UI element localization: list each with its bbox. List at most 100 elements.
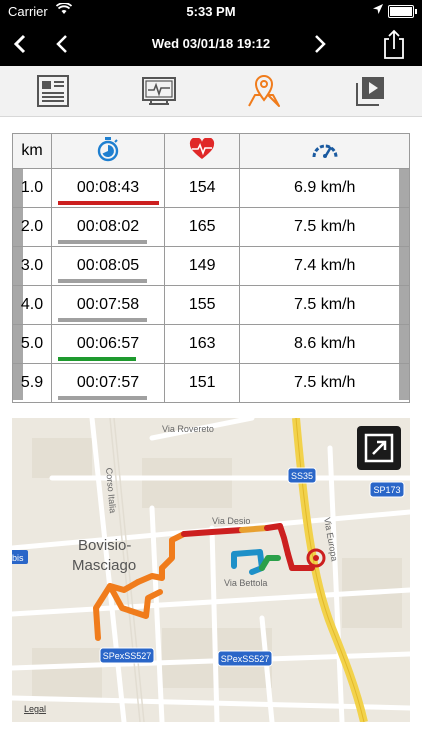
- lap-speed-cell: 7.4 km/h: [239, 246, 410, 286]
- tab-charts[interactable]: [141, 73, 177, 109]
- table-row[interactable]: 5.0 00:06:57 163 8.6 km/h: [12, 324, 410, 364]
- lap-km-cell: 3.0: [12, 246, 52, 286]
- lap-speed-cell-value: 7.4 km/h: [294, 257, 356, 274]
- lap-pace-bar: [58, 396, 147, 400]
- tab-bar: [0, 66, 422, 117]
- lap-pace-bar: [58, 357, 136, 361]
- lap-pace-bar: [58, 318, 147, 322]
- lap-km-cell: 2.0: [12, 207, 52, 247]
- chevron-left-icon: [13, 34, 26, 54]
- map-pin-icon: [248, 75, 280, 107]
- shield-spexss527-left: SPexSS527: [103, 651, 152, 661]
- route-map[interactable]: Via Rovereto Corso Italia Via Desio Via …: [12, 418, 410, 722]
- location-arrow-icon: [372, 3, 384, 18]
- lap-time-cell: 00:08:43: [51, 168, 165, 208]
- lap-heart-rate-cell: 149: [163, 246, 241, 286]
- map-label-bovisio: Bovisio-: [78, 537, 131, 554]
- tab-map[interactable]: [246, 73, 282, 109]
- map-label-via-bettola: Via Bettola: [224, 578, 267, 588]
- monitor-chart-icon: [142, 77, 176, 105]
- lap-time-cell: 00:07:57: [51, 363, 165, 403]
- lap-time-cell: 00:08:05: [51, 246, 165, 286]
- stopwatch-icon: [97, 136, 119, 161]
- lap-time-cell-value: 00:08:02: [76, 218, 140, 235]
- lap-heart-rate-cell-value: 155: [188, 296, 216, 313]
- battery-icon: [388, 5, 417, 18]
- map-label-bis: bis: [12, 553, 24, 563]
- lap-time-cell-value: 00:08:05: [76, 257, 140, 274]
- table-header-row: km: [12, 133, 410, 169]
- expand-icon: [364, 433, 394, 463]
- speed-column-header: [239, 133, 410, 169]
- lap-speed-cell-value: 6.9 km/h: [294, 179, 356, 196]
- lap-time-cell-value: 00:08:43: [76, 179, 140, 196]
- lap-speed-cell: 7.5 km/h: [239, 285, 410, 325]
- map-label-via-desio: Via Desio: [212, 516, 250, 526]
- lap-km-cell-value: 5.0: [20, 335, 44, 352]
- status-bar: Carrier 5:33 PM: [0, 0, 422, 22]
- lap-km-cell-value: 2.0: [20, 218, 44, 235]
- lap-pace-bar: [58, 240, 147, 244]
- table-row[interactable]: 4.0 00:07:58 155 7.5 km/h: [12, 285, 410, 325]
- lap-speed-cell-value: 8.6 km/h: [294, 335, 356, 352]
- map-label-corso-italia: Corso Italia: [104, 467, 118, 513]
- lap-heart-rate-cell: 155: [163, 285, 241, 325]
- lap-heart-rate-cell-value: 165: [188, 218, 216, 235]
- tab-video[interactable]: [352, 73, 388, 109]
- table-row[interactable]: 5.9 00:07:57 151 7.5 km/h: [12, 363, 410, 403]
- shield-sp173: SP173: [373, 485, 400, 495]
- lap-heart-rate-cell-value: 154: [188, 179, 216, 196]
- wifi-icon: [55, 2, 73, 18]
- heart-rate-icon: [190, 136, 215, 159]
- lap-km-cell-value: 4.0: [20, 296, 44, 313]
- lap-speed-cell: 7.5 km/h: [239, 363, 410, 403]
- lap-speed-cell-value: 7.5 km/h: [294, 374, 356, 391]
- map-label-via-rovereto: Via Rovereto: [162, 424, 214, 434]
- tab-summary[interactable]: [35, 73, 71, 109]
- lap-heart-rate-cell-value: 149: [188, 257, 216, 274]
- lap-heart-rate-cell-value: 163: [188, 335, 216, 352]
- speedometer-icon: [312, 144, 338, 158]
- video-play-icon: [356, 77, 384, 106]
- expand-map-button[interactable]: [357, 426, 401, 470]
- lap-heart-rate-cell: 154: [163, 168, 241, 208]
- previous-activity-button[interactable]: [44, 22, 80, 66]
- table-row[interactable]: 3.0 00:08:05 149 7.4 km/h: [12, 246, 410, 286]
- back-button[interactable]: [2, 22, 38, 66]
- lap-heart-rate-cell-value: 151: [188, 374, 216, 391]
- lap-km-cell: 5.9: [12, 363, 52, 403]
- share-icon: [384, 29, 404, 59]
- lap-heart-rate-cell: 151: [163, 363, 241, 403]
- lap-pace-bar: [58, 201, 159, 205]
- lap-km-cell-value: 5.9: [20, 374, 44, 391]
- map-canvas: Via Rovereto Corso Italia Via Desio Via …: [12, 418, 410, 722]
- chevron-left-icon: [56, 35, 67, 53]
- lap-speed-cell: 7.5 km/h: [239, 207, 410, 247]
- lap-time-cell: 00:08:02: [51, 207, 165, 247]
- table-row[interactable]: 1.0 00:08:43 154 6.9 km/h: [12, 168, 410, 208]
- km-column-header: km: [12, 133, 52, 169]
- laps-table: km: [12, 133, 410, 403]
- lap-km-cell: 4.0: [12, 285, 52, 325]
- lap-time-cell-value: 00:06:57: [76, 335, 140, 352]
- map-legal-link[interactable]: Legal: [24, 704, 46, 714]
- lap-speed-cell: 8.6 km/h: [239, 324, 410, 364]
- lap-km-cell-value: 1.0: [20, 179, 44, 196]
- table-row[interactable]: 2.0 00:08:02 165 7.5 km/h: [12, 207, 410, 247]
- lap-speed-cell-value: 7.5 km/h: [294, 218, 356, 235]
- carrier-label: Carrier: [8, 4, 48, 19]
- clock: 5:33 PM: [186, 4, 236, 19]
- heart-rate-column-header: [163, 133, 241, 169]
- map-label-masciago: Masciago: [72, 557, 136, 574]
- lap-pace-bar: [58, 279, 147, 283]
- lap-speed-cell-value: 7.5 km/h: [294, 296, 356, 313]
- summary-document-icon: [37, 75, 69, 107]
- next-activity-button[interactable]: [302, 22, 338, 66]
- lap-km-cell: 5.0: [12, 324, 52, 364]
- lap-km-cell-value: 3.0: [20, 257, 44, 274]
- lap-time-cell-value: 00:07:58: [76, 296, 140, 313]
- activity-date-title: Wed 03/01/18 19:12: [151, 36, 271, 51]
- lap-km-cell: 1.0: [12, 168, 52, 208]
- lap-heart-rate-cell: 163: [163, 324, 241, 364]
- share-button[interactable]: [376, 22, 412, 66]
